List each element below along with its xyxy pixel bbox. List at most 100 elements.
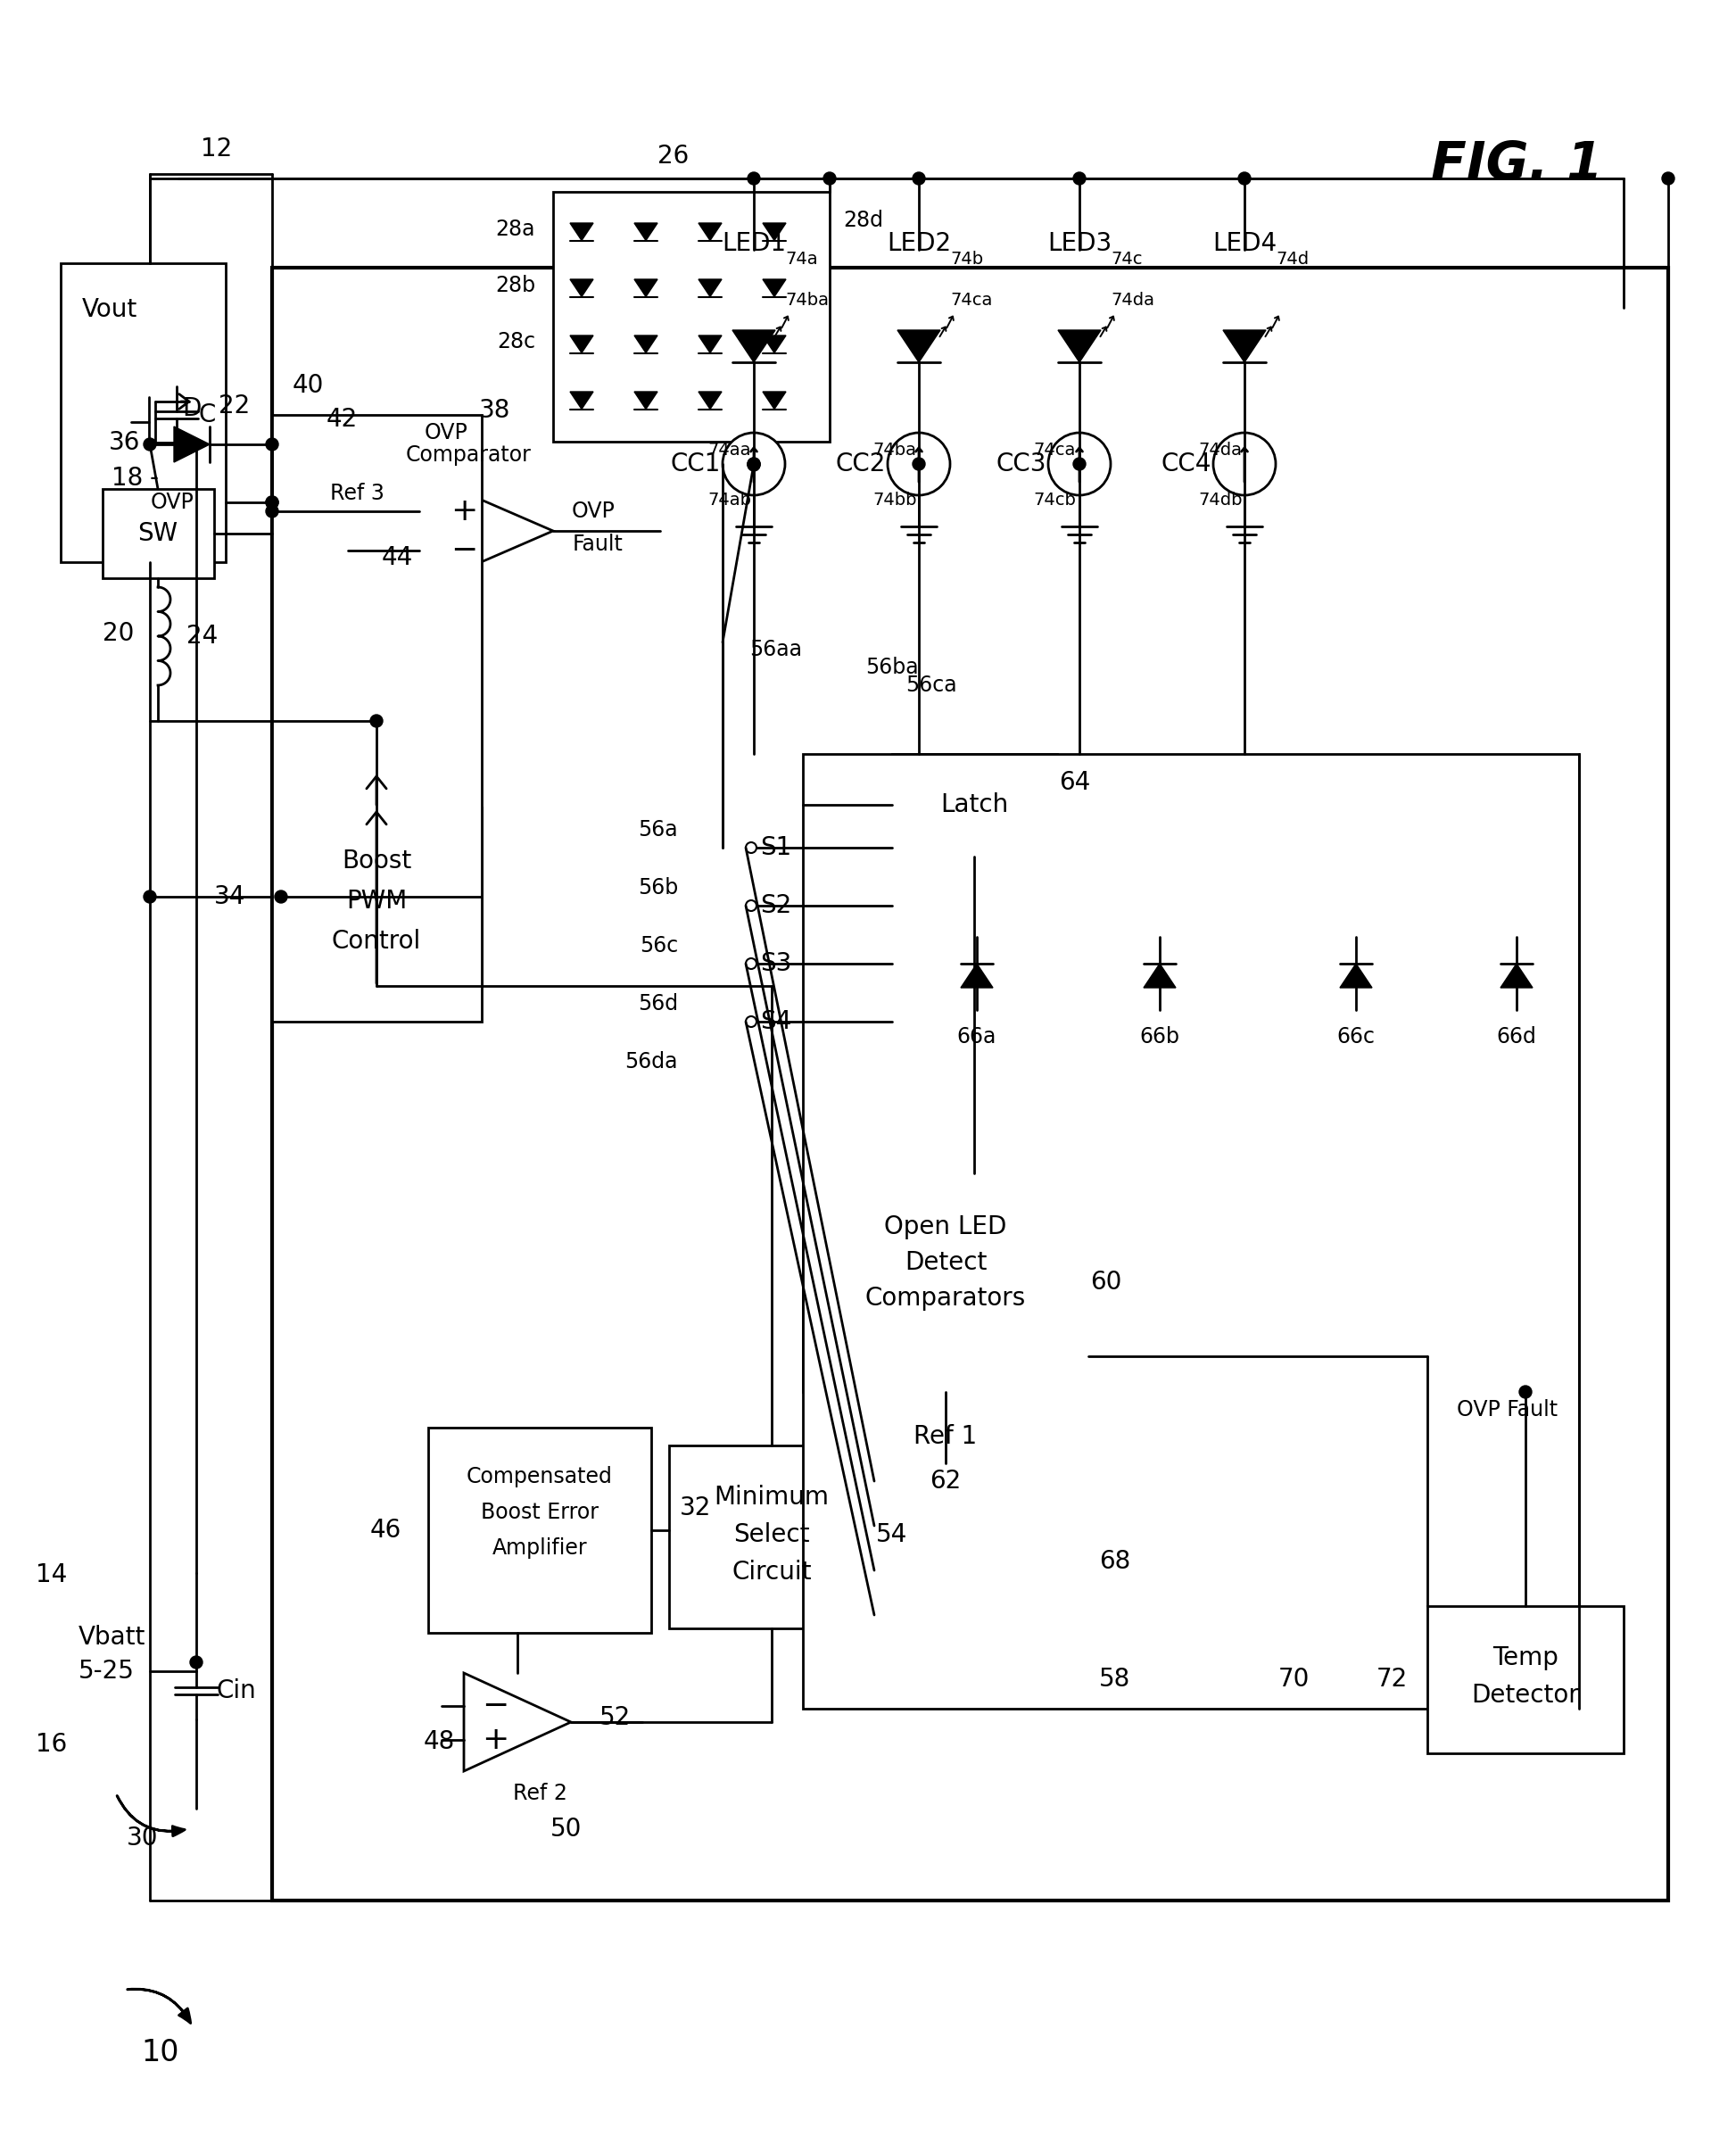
- Polygon shape: [1224, 330, 1266, 363]
- Text: Fault: Fault: [573, 534, 623, 556]
- Text: 28c: 28c: [496, 330, 535, 352]
- Polygon shape: [1144, 963, 1175, 987]
- Text: 54: 54: [877, 1523, 908, 1547]
- Text: 24: 24: [187, 624, 219, 648]
- Text: 60: 60: [1090, 1270, 1121, 1296]
- Text: LED2: LED2: [887, 232, 951, 255]
- Text: PWM: PWM: [345, 888, 406, 914]
- Polygon shape: [569, 223, 594, 240]
- Text: 56b: 56b: [637, 877, 679, 899]
- Polygon shape: [698, 223, 722, 240]
- Text: 32: 32: [681, 1495, 712, 1521]
- Text: Vbatt: Vbatt: [78, 1624, 146, 1650]
- Polygon shape: [1057, 330, 1101, 363]
- Text: S1: S1: [760, 834, 792, 860]
- Text: 74a: 74a: [785, 251, 818, 268]
- Circle shape: [189, 1656, 203, 1669]
- Circle shape: [144, 438, 156, 450]
- Circle shape: [266, 495, 278, 508]
- Text: 26: 26: [658, 144, 689, 169]
- Text: 70: 70: [1278, 1667, 1309, 1692]
- Bar: [802, 753, 1580, 1710]
- Text: FIG. 1: FIG. 1: [1430, 139, 1602, 191]
- Polygon shape: [698, 335, 722, 354]
- Text: CC4: CC4: [1161, 450, 1212, 476]
- Text: LED1: LED1: [722, 232, 786, 255]
- Text: 74aa: 74aa: [708, 442, 750, 459]
- Text: 44: 44: [382, 545, 413, 571]
- Text: Temp: Temp: [1493, 1645, 1559, 1671]
- Text: Cin: Cin: [217, 1677, 257, 1703]
- Text: Latch: Latch: [941, 792, 1009, 817]
- Text: OVP Fault: OVP Fault: [1457, 1399, 1559, 1420]
- Text: 72: 72: [1377, 1667, 1408, 1692]
- Text: 10: 10: [142, 2038, 179, 2068]
- Text: 48: 48: [424, 1729, 455, 1755]
- Bar: [61, 264, 226, 562]
- Text: 14: 14: [36, 1562, 68, 1587]
- Polygon shape: [762, 279, 786, 296]
- Text: OVP: OVP: [424, 423, 467, 444]
- FancyArrowPatch shape: [127, 1988, 191, 2023]
- Text: -: -: [149, 465, 158, 491]
- Bar: [892, 753, 1057, 856]
- Text: 30: 30: [127, 1825, 158, 1851]
- Polygon shape: [569, 335, 594, 354]
- Text: 5-25: 5-25: [78, 1658, 135, 1684]
- Text: 74c: 74c: [1111, 251, 1142, 268]
- Text: LED3: LED3: [1047, 232, 1111, 255]
- Circle shape: [1213, 433, 1276, 495]
- Circle shape: [913, 172, 925, 184]
- Text: 42: 42: [326, 408, 358, 431]
- Circle shape: [748, 172, 760, 184]
- Text: 18: 18: [111, 465, 144, 491]
- Text: 74ab: 74ab: [708, 491, 752, 508]
- Text: 36: 36: [109, 429, 141, 455]
- Text: Comparator: Comparator: [406, 444, 531, 465]
- Polygon shape: [634, 279, 658, 296]
- Text: 20: 20: [102, 622, 134, 646]
- Circle shape: [370, 714, 382, 727]
- Text: −: −: [481, 1690, 509, 1720]
- Text: SW: SW: [137, 521, 179, 547]
- Polygon shape: [634, 393, 658, 410]
- Text: CC1: CC1: [670, 450, 720, 476]
- Polygon shape: [698, 279, 722, 296]
- Text: −: −: [450, 536, 477, 566]
- Polygon shape: [762, 223, 786, 240]
- Text: 74db: 74db: [1198, 491, 1243, 508]
- Bar: [273, 807, 481, 987]
- Circle shape: [748, 457, 760, 470]
- Bar: [1427, 1607, 1623, 1752]
- Text: Select: Select: [734, 1523, 809, 1547]
- Polygon shape: [762, 393, 786, 410]
- Polygon shape: [569, 279, 594, 296]
- Polygon shape: [464, 1673, 571, 1772]
- Text: Detect: Detect: [904, 1251, 986, 1274]
- Text: 56da: 56da: [625, 1051, 679, 1072]
- Text: Detector: Detector: [1472, 1684, 1580, 1707]
- Circle shape: [1049, 433, 1111, 495]
- Polygon shape: [634, 335, 658, 354]
- Text: 56ca: 56ca: [906, 674, 957, 695]
- Text: 64: 64: [1059, 770, 1090, 796]
- Text: 16: 16: [36, 1731, 68, 1757]
- FancyArrowPatch shape: [116, 1795, 186, 1836]
- Circle shape: [1661, 172, 1675, 184]
- Text: 62: 62: [930, 1469, 962, 1493]
- Text: 28b: 28b: [495, 275, 535, 296]
- Circle shape: [266, 438, 278, 450]
- Text: Boost: Boost: [342, 849, 411, 873]
- Polygon shape: [569, 393, 594, 410]
- Text: Circuit: Circuit: [733, 1559, 811, 1585]
- Circle shape: [1238, 172, 1250, 184]
- Bar: [273, 268, 1668, 1900]
- Text: 56d: 56d: [637, 993, 679, 1015]
- Text: 50: 50: [550, 1817, 582, 1843]
- Text: 74da: 74da: [1198, 442, 1241, 459]
- Text: 28d: 28d: [844, 210, 884, 232]
- Bar: [102, 489, 214, 579]
- Circle shape: [1519, 1386, 1531, 1399]
- Circle shape: [1073, 172, 1085, 184]
- Text: OVP: OVP: [571, 500, 615, 521]
